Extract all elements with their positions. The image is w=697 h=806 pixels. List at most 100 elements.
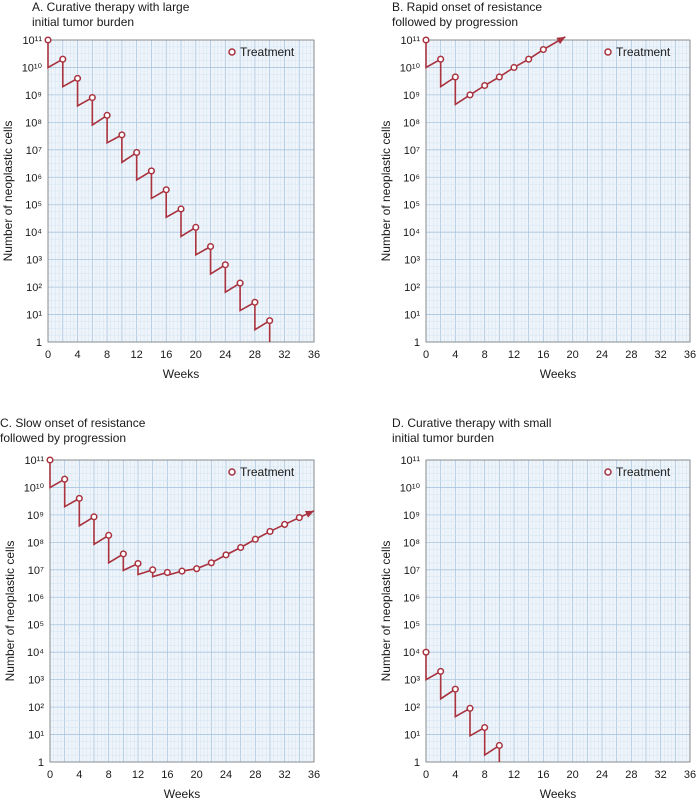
chart-title: D. Curative therapy with small initial t…	[392, 416, 552, 445]
treatment-point	[193, 565, 201, 573]
y-tick-label: 10³	[404, 675, 420, 687]
treatment-point	[133, 148, 141, 157]
y-tick-label: 1	[36, 337, 42, 349]
y-tick-label: 10⁶	[25, 172, 42, 184]
y-tick-label: 10⁹	[403, 90, 420, 102]
y-tick-label: 10⁵	[403, 620, 420, 632]
legend-label: Treatment	[240, 465, 295, 479]
legend-marker	[604, 468, 612, 476]
chart-panel-a: A. Curative therapy with large initial t…	[0, 0, 340, 390]
y-tick-label: 10⁵	[403, 200, 420, 212]
y-tick-label: 10¹¹	[400, 35, 420, 47]
x-tick-label: 32	[655, 769, 667, 781]
treatment-point	[177, 205, 185, 213]
treatment-point	[495, 741, 503, 750]
x-tick-label: 32	[655, 349, 667, 361]
y-tick-label: 10⁴	[403, 227, 420, 239]
arrowhead	[556, 36, 566, 45]
x-tick-label: 36	[308, 349, 320, 361]
chart-panel-d: D. Curative therapy with small initial t…	[352, 416, 696, 806]
chart-svg: 0 4 8 12 16 20 24 28 32 36 1 10¹ 10² 10³ 10⁴ 10⁵ 10⁶ 10⁷ 1…	[379, 455, 696, 801]
y-tick-label: 10¹	[404, 310, 420, 322]
treatment-point	[105, 531, 113, 539]
treatment-point	[178, 567, 186, 575]
treatment-point	[539, 45, 547, 54]
legend-label: Treatment	[240, 45, 295, 59]
y-tick-label: 1	[414, 757, 420, 769]
legend-label: Treatment	[616, 45, 671, 59]
treatment-point	[207, 559, 215, 567]
treatment-point	[222, 551, 230, 559]
y-tick-label: 10¹	[28, 730, 44, 742]
treatment-point	[163, 568, 171, 577]
treatment-point	[134, 559, 142, 568]
y-axis-title: Number of neoplastic cells	[1, 121, 15, 262]
x-tick-label: 0	[423, 769, 429, 781]
x-tick-label: 12	[131, 349, 143, 361]
treatment-point	[103, 111, 111, 119]
x-tick-label: 16	[537, 769, 549, 781]
y-tick-label: 10¹⁰	[400, 482, 421, 494]
y-tick-label: 10³	[26, 255, 42, 267]
y-tick-label: 10⁸	[403, 537, 420, 549]
treatment-point	[266, 317, 274, 325]
x-tick-label: 28	[249, 349, 261, 361]
treatment-point	[162, 186, 170, 194]
treatment-point	[510, 63, 518, 72]
treatment-point	[147, 167, 155, 175]
treatment-point	[207, 242, 215, 251]
treatment-point	[236, 279, 244, 287]
y-tick-label: 10⁸	[25, 117, 42, 129]
treatment-point	[46, 456, 54, 464]
treatment-point	[266, 527, 274, 535]
treatment-point	[251, 298, 259, 306]
y-tick-label: 10¹¹	[22, 35, 42, 47]
treatment-point	[281, 520, 289, 528]
x-tick-label: 0	[45, 349, 51, 361]
treatment-point	[451, 73, 459, 81]
treatment-point	[295, 514, 303, 522]
x-tick-label: 0	[47, 769, 53, 781]
x-tick-label: 36	[684, 349, 696, 361]
treatment-point	[61, 475, 69, 483]
arrowhead	[305, 510, 314, 518]
y-tick-label: 10⁴	[27, 647, 44, 659]
y-tick-label: 10¹	[26, 310, 42, 322]
x-axis-title: Weeks	[540, 787, 576, 801]
treatment-point	[118, 131, 126, 139]
chart-title: A. Curative therapy with large initial t…	[32, 0, 190, 29]
y-tick-label: 10²	[404, 702, 420, 714]
y-tick-label: 10³	[28, 675, 44, 687]
y-tick-label: 10⁷	[28, 565, 44, 577]
x-axis-title: Weeks	[540, 367, 576, 381]
y-tick-label: 10¹⁰	[24, 482, 45, 494]
treatment-point	[119, 550, 127, 558]
treatment-point	[75, 494, 83, 502]
treatment-point	[44, 36, 52, 44]
y-tick-label: 10⁸	[27, 537, 44, 549]
y-tick-label: 10⁵	[27, 620, 44, 632]
x-tick-label: 12	[508, 349, 520, 361]
x-axis-title: Weeks	[164, 787, 200, 801]
x-tick-label: 8	[482, 349, 488, 361]
x-tick-label: 20	[567, 769, 579, 781]
x-tick-label: 28	[249, 769, 261, 781]
treatment-point	[437, 55, 445, 63]
treatment-point	[451, 685, 459, 693]
y-tick-label: 10²	[404, 282, 420, 294]
chart-svg: 0 4 8 12 16 20 24 28 32 36 1 10¹ 10² 10³ 10⁴ 10⁵ 10⁶ 10⁷ 1…	[3, 455, 320, 801]
y-tick-label: 10⁷	[404, 145, 420, 157]
treatment-point	[481, 723, 489, 732]
x-tick-label: 36	[684, 769, 696, 781]
y-axis-title: Number of neoplastic cells	[379, 541, 393, 682]
x-axis-title: Weeks	[163, 367, 199, 381]
legend-marker	[228, 48, 236, 56]
y-tick-label: 10¹	[404, 730, 420, 742]
x-tick-label: 4	[452, 769, 458, 781]
y-tick-label: 10¹⁰	[22, 62, 43, 74]
y-tick-label: 10²	[28, 702, 44, 714]
treatment-point	[495, 73, 503, 81]
y-tick-label: 10³	[404, 255, 420, 267]
y-tick-label: 10⁶	[403, 592, 420, 604]
x-tick-label: 24	[220, 769, 232, 781]
